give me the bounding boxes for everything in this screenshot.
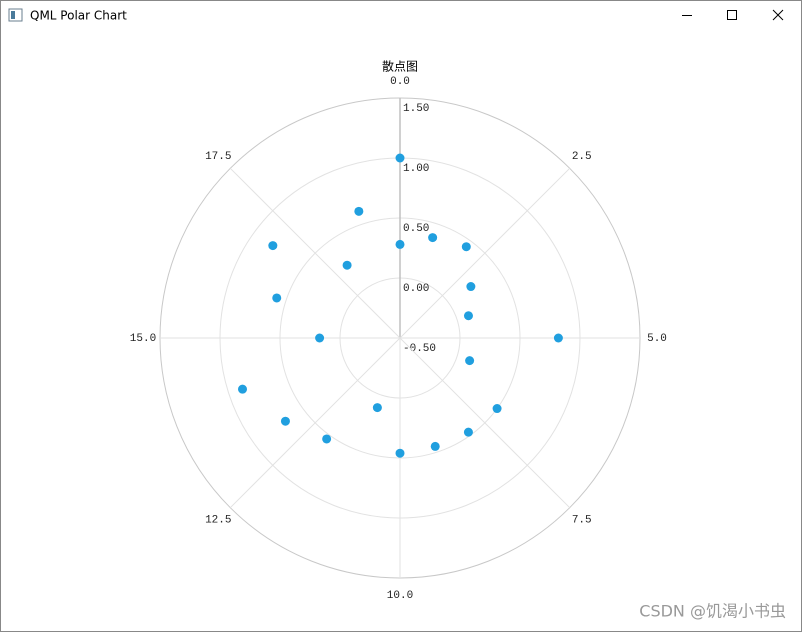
x-tick-label: 0.0 xyxy=(390,76,410,88)
point xyxy=(268,241,278,251)
plot: -0.50 0.00 0.50 1.00 1.50 0.0 2.5 5.0 7.5 10.0 12.… xyxy=(130,76,667,602)
point xyxy=(492,404,502,414)
y-tick-label: 0.00 xyxy=(403,283,429,295)
point xyxy=(463,427,473,437)
point xyxy=(463,311,473,321)
y-tick-label: 0.50 xyxy=(403,223,429,235)
maximize-button[interactable] xyxy=(710,1,756,30)
point xyxy=(395,448,405,458)
chart-title: 散点图 xyxy=(382,59,418,74)
y-tick-label: 1.50 xyxy=(403,103,429,115)
x-tick-label: 12.5 xyxy=(205,515,231,527)
window-icon xyxy=(8,8,23,22)
point xyxy=(342,260,352,270)
point xyxy=(280,416,290,426)
point xyxy=(395,153,405,163)
x-tick-label: 15.0 xyxy=(130,333,156,345)
y-tick-label: -0.50 xyxy=(403,343,436,355)
x-tick-label: 17.5 xyxy=(205,151,231,163)
point xyxy=(395,239,405,249)
point xyxy=(430,441,440,451)
close-button[interactable] xyxy=(756,1,801,30)
x-tick-label: 5.0 xyxy=(647,333,667,345)
point xyxy=(372,403,382,413)
point xyxy=(461,242,471,252)
minimize-button[interactable] xyxy=(664,1,710,30)
point xyxy=(465,356,475,366)
point xyxy=(466,282,476,292)
watermark: CSDN @饥渴小书虫 xyxy=(639,602,786,621)
grid-spoke xyxy=(399,337,571,509)
point xyxy=(272,293,282,303)
point xyxy=(238,384,248,394)
x-tick-label: 2.5 xyxy=(572,151,592,163)
y-tick-label: 1.00 xyxy=(403,163,429,175)
grid-spoke xyxy=(229,167,401,339)
x-tick-label: 10.0 xyxy=(387,590,413,602)
grid-spoke xyxy=(229,337,401,509)
point xyxy=(428,233,438,243)
x-tick-label: 7.5 xyxy=(572,515,592,527)
window-title: QML Polar Chart xyxy=(30,9,127,23)
point xyxy=(322,434,332,444)
point xyxy=(354,206,364,216)
point xyxy=(315,333,325,343)
grid-spoke xyxy=(399,167,571,339)
point xyxy=(553,333,563,343)
